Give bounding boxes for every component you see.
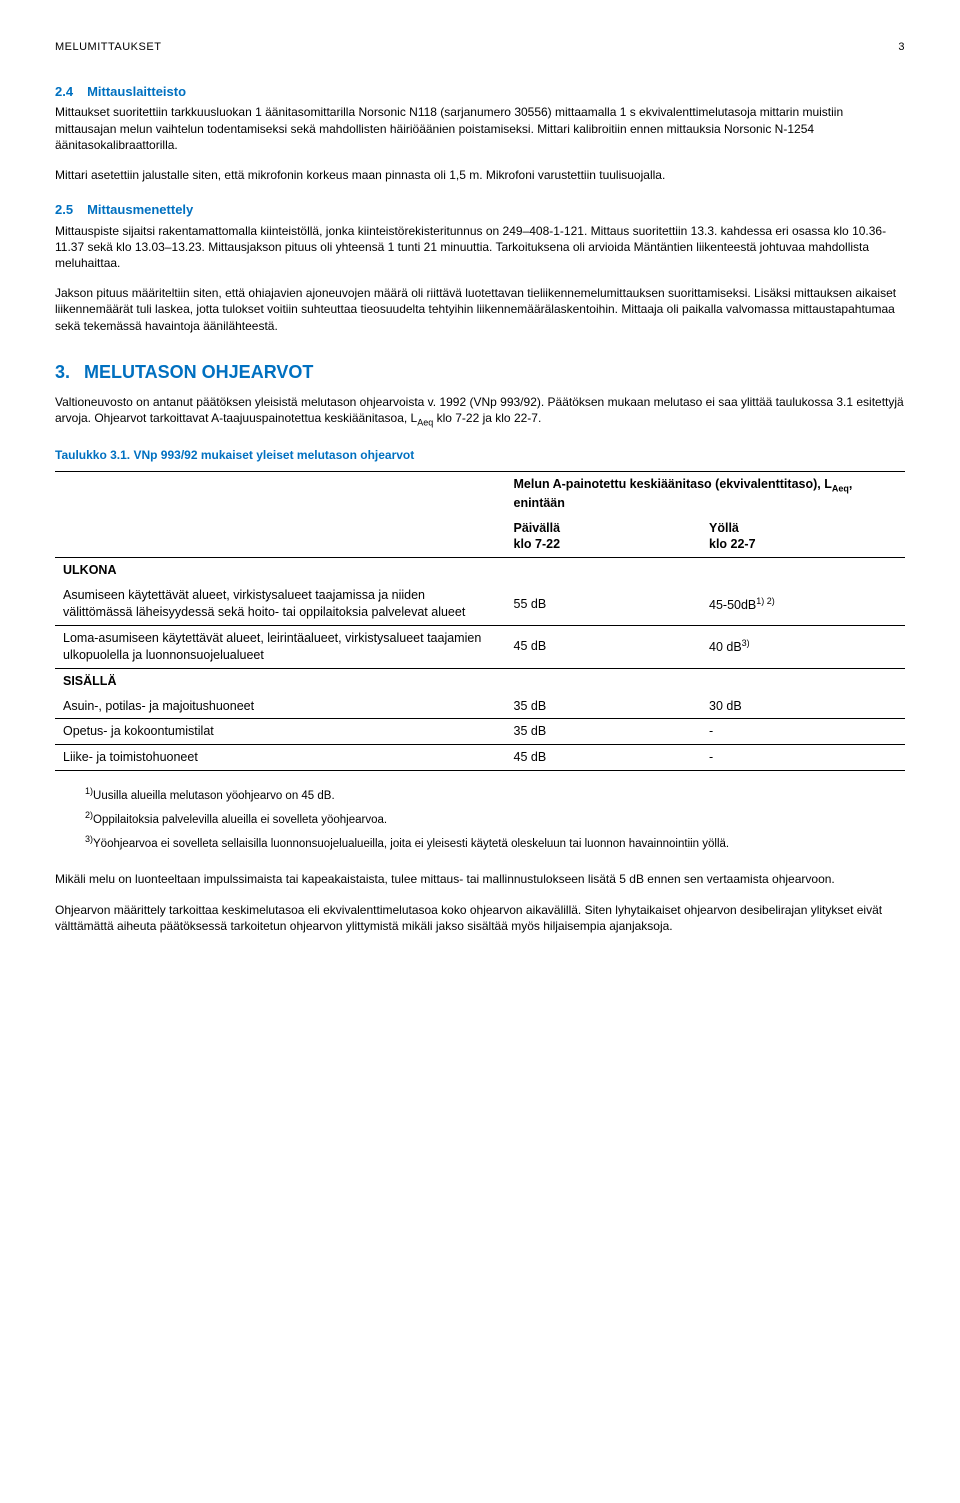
footnote: 2)Oppilaitoksia palvelevilla alueilla ei… bbox=[85, 809, 905, 829]
paragraph: Mikäli melu on luonteeltaan impulssimais… bbox=[55, 871, 905, 887]
col-header: klo 7-22 bbox=[514, 537, 561, 551]
row-label: Opetus- ja kokoontumistilat bbox=[55, 719, 506, 745]
col-header: Yöllä bbox=[709, 521, 739, 535]
table-row: SISÄLLÄ bbox=[55, 668, 905, 693]
table-caption: Taulukko 3.1. VNp 993/92 mukaiset yleise… bbox=[55, 447, 905, 463]
paragraph: Jakson pituus määriteltiin siten, että o… bbox=[55, 285, 905, 334]
row-label: Asumiseen käytettävät alueet, virkistysa… bbox=[55, 583, 506, 625]
table-row: Asuin-, potilas- ja majoitushuoneet 35 d… bbox=[55, 694, 905, 719]
paragraph: Mittaukset suoritettiin tarkkuusluokan 1… bbox=[55, 104, 905, 153]
footnotes: 1)Uusilla alueilla melutason yöohjearvo … bbox=[85, 785, 905, 853]
superscript: 1) 2) bbox=[756, 596, 775, 606]
subsection-title-text: Mittauslaitteisto bbox=[87, 83, 186, 101]
footnote-marker: 3) bbox=[85, 834, 93, 844]
subsection-2-5-heading: 2.5 Mittausmenettely bbox=[55, 201, 905, 219]
cell-value: 45 dB bbox=[506, 745, 702, 771]
page-number: 3 bbox=[898, 40, 905, 55]
row-label: Liike- ja toimistohuoneet bbox=[55, 745, 506, 771]
cell-value: 35 dB bbox=[506, 719, 702, 745]
table-row: Melun A-painotettu keskiäänitaso (ekviva… bbox=[55, 472, 905, 516]
subsection-number: 2.5 bbox=[55, 201, 73, 219]
table-section-label: SISÄLLÄ bbox=[63, 674, 116, 688]
cell-value: 55 dB bbox=[506, 583, 702, 625]
paragraph: Valtioneuvosto on antanut päätöksen ylei… bbox=[55, 394, 905, 429]
section-number: 3. bbox=[55, 360, 70, 384]
footnote-text: Uusilla alueilla melutason yöohjearvo on… bbox=[93, 790, 335, 802]
subsection-title-text: Mittausmenettely bbox=[87, 201, 193, 219]
table-row: Päivällä klo 7-22 Yöllä klo 22-7 bbox=[55, 516, 905, 558]
table-section-label: ULKONA bbox=[63, 563, 116, 577]
guideline-table: Melun A-painotettu keskiäänitaso (ekviva… bbox=[55, 471, 905, 771]
footnote: 3)Yöohjearvoa ei sovelleta sellaisilla l… bbox=[85, 833, 905, 853]
table-row: Asumiseen käytettävät alueet, virkistysa… bbox=[55, 583, 905, 625]
table-row: Liike- ja toimistohuoneet 45 dB - bbox=[55, 745, 905, 771]
subsection-number: 2.4 bbox=[55, 83, 73, 101]
footnote-text: Yöohjearvoa ei sovelleta sellaisilla luo… bbox=[93, 838, 729, 850]
table-row: ULKONA bbox=[55, 558, 905, 583]
paragraph: Mittauspiste sijaitsi rakentamattomalla … bbox=[55, 223, 905, 272]
col-header: Päivällä bbox=[514, 521, 561, 535]
cell-value: 45-50dB bbox=[709, 598, 756, 612]
paragraph-text: klo 7-22 ja klo 22-7. bbox=[433, 411, 541, 425]
cell-value: - bbox=[701, 719, 905, 745]
table-header-text: Melun A-painotettu keskiäänitaso (ekviva… bbox=[514, 477, 832, 491]
running-title: MELUMITTAUKSET bbox=[55, 40, 161, 55]
page-header: MELUMITTAUKSET 3 bbox=[55, 40, 905, 55]
table-row: Opetus- ja kokoontumistilat 35 dB - bbox=[55, 719, 905, 745]
paragraph: Ohjearvon määrittely tarkoittaa keskimel… bbox=[55, 902, 905, 934]
col-header: klo 22-7 bbox=[709, 537, 756, 551]
row-label: Asuin-, potilas- ja majoitushuoneet bbox=[55, 694, 506, 719]
subsection-2-4-heading: 2.4 Mittauslaitteisto bbox=[55, 83, 905, 101]
cell-value: 45 dB bbox=[506, 625, 702, 668]
table-row: Loma-asumiseen käytettävät alueet, leiri… bbox=[55, 625, 905, 668]
section-3-heading: 3. MELUTASON OHJEARVOT bbox=[55, 360, 905, 384]
cell-value: 35 dB bbox=[506, 694, 702, 719]
cell-value: 30 dB bbox=[701, 694, 905, 719]
footnote-marker: 1) bbox=[85, 786, 93, 796]
subscript: Aeq bbox=[832, 484, 849, 494]
footnote-text: Oppilaitoksia palvelevilla alueilla ei s… bbox=[93, 814, 387, 826]
superscript: 3) bbox=[742, 638, 750, 648]
section-title-text: MELUTASON OHJEARVOT bbox=[84, 360, 313, 384]
cell-value: 40 dB bbox=[709, 640, 742, 654]
footnote: 1)Uusilla alueilla melutason yöohjearvo … bbox=[85, 785, 905, 805]
paragraph: Mittari asetettiin jalustalle siten, ett… bbox=[55, 167, 905, 183]
cell-value: - bbox=[701, 745, 905, 771]
subscript: Aeq bbox=[417, 418, 433, 428]
footnote-marker: 2) bbox=[85, 810, 93, 820]
row-label: Loma-asumiseen käytettävät alueet, leiri… bbox=[55, 625, 506, 668]
